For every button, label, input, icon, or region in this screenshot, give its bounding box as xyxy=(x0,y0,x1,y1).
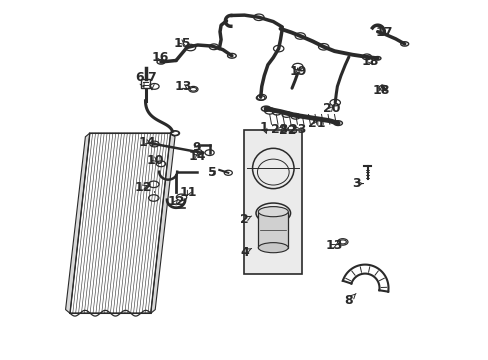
Text: 13: 13 xyxy=(325,239,343,252)
Text: 18: 18 xyxy=(372,84,389,97)
Polygon shape xyxy=(65,133,89,313)
Text: 3: 3 xyxy=(351,177,363,190)
Bar xyxy=(141,79,149,88)
Text: 21: 21 xyxy=(307,117,325,130)
Text: 6: 6 xyxy=(135,71,144,87)
Text: 14: 14 xyxy=(138,136,156,149)
Text: 12: 12 xyxy=(167,195,184,208)
Text: 16: 16 xyxy=(151,51,168,64)
Text: 2: 2 xyxy=(240,213,251,226)
Ellipse shape xyxy=(258,243,288,253)
Text: 14: 14 xyxy=(188,150,206,163)
Ellipse shape xyxy=(258,207,288,217)
Text: 4: 4 xyxy=(240,246,251,258)
Bar xyxy=(258,212,288,248)
Text: 1: 1 xyxy=(260,121,268,134)
Text: 11: 11 xyxy=(180,186,197,199)
Text: 23: 23 xyxy=(288,123,306,136)
Polygon shape xyxy=(151,133,175,313)
Bar xyxy=(244,130,302,274)
Text: 13: 13 xyxy=(174,80,192,93)
Text: 9: 9 xyxy=(192,141,201,154)
Text: 17: 17 xyxy=(375,26,392,39)
Text: 23: 23 xyxy=(270,123,288,136)
Text: 22: 22 xyxy=(278,124,296,137)
Text: 18: 18 xyxy=(361,55,378,68)
Text: 12: 12 xyxy=(134,181,151,194)
Text: 7: 7 xyxy=(147,71,156,90)
Text: 10: 10 xyxy=(146,154,163,167)
Text: 20: 20 xyxy=(322,102,340,114)
Text: 19: 19 xyxy=(288,65,306,78)
Text: 5: 5 xyxy=(207,166,216,179)
Text: 15: 15 xyxy=(173,37,191,50)
Text: 8: 8 xyxy=(344,293,355,307)
